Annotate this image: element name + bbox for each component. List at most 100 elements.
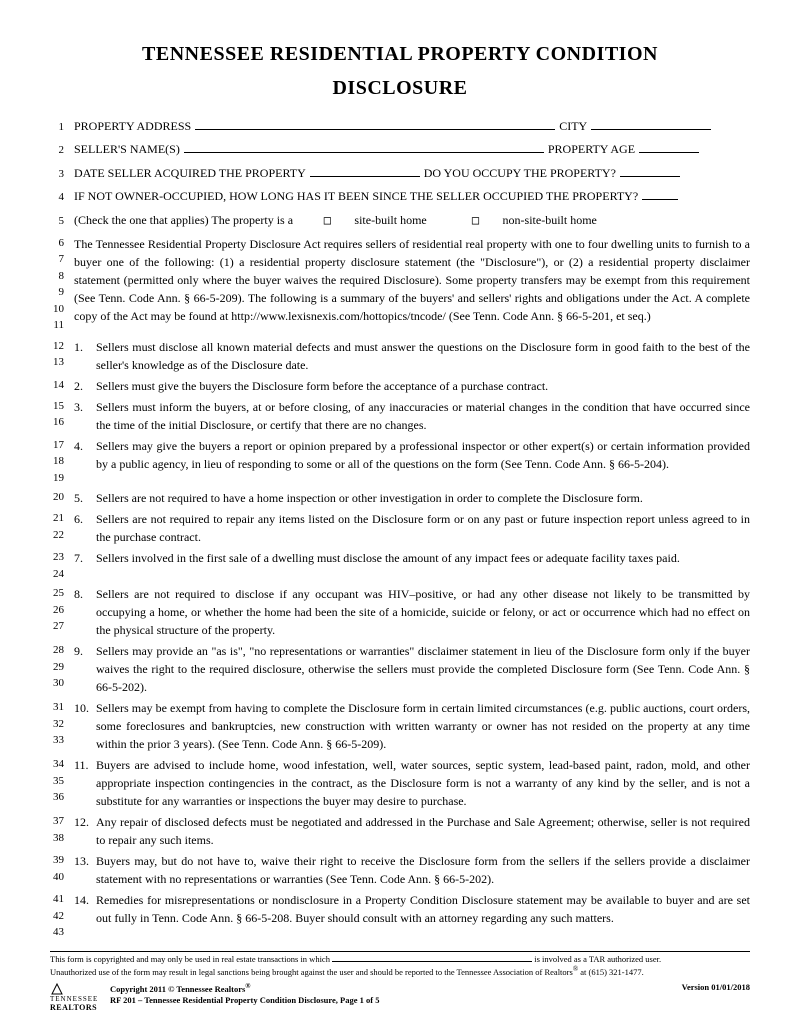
list-item: 15163.Sellers must inform the buyers, at… (50, 398, 750, 434)
list-text: Buyers may, but do not have to, waive th… (96, 852, 750, 888)
list-number: 10. (74, 699, 96, 753)
field-label: CITY (559, 118, 587, 135)
list-number: 4. (74, 437, 96, 487)
realtors-logo: TENNESSEE REALTORS (50, 982, 110, 1012)
line-numbers: 414243 (50, 891, 74, 941)
blank-field[interactable] (310, 165, 420, 177)
list-number: 8. (74, 585, 96, 639)
list-item: 41424314.Remedies for misrepresentations… (50, 891, 750, 941)
line-numbers: 2324 (50, 549, 74, 582)
list-item: 142.Sellers must give the buyers the Dis… (50, 377, 750, 395)
line-numbers: 20 (50, 489, 74, 507)
list-item: 21226.Sellers are not required to repair… (50, 510, 750, 546)
line-numbers: 2122 (50, 510, 74, 546)
line-numbers: 3940 (50, 852, 74, 888)
list-number: 9. (74, 642, 96, 696)
form-line-content: PROPERTY ADDRESS CITY (74, 118, 750, 135)
field-label: DO YOU OCCUPY THE PROPERTY? (424, 165, 616, 182)
form-line: 1PROPERTY ADDRESS CITY (50, 118, 750, 135)
list-text: Sellers must disclose all known material… (96, 338, 750, 374)
checkbox-prefix: (Check the one that applies) The propert… (74, 213, 293, 227)
field-label: PROPERTY AGE (548, 141, 635, 158)
line-number: 3 (50, 167, 74, 182)
blank-field[interactable] (620, 165, 680, 177)
field-label: IF NOT OWNER-OCCUPIED, HOW LONG HAS IT B… (74, 188, 638, 205)
document-title: TENNESSEE RESIDENTIAL PROPERTY CONDITION (50, 40, 750, 68)
form-line: 3DATE SELLER ACQUIRED THE PROPERTY DO YO… (50, 165, 750, 182)
line-number: 2 (50, 143, 74, 158)
list-text: Sellers may give the buyers a report or … (96, 437, 750, 487)
list-text: Any repair of disclosed defects must be … (96, 813, 750, 849)
line-numbers: 343536 (50, 756, 74, 810)
blank-field[interactable] (195, 118, 555, 130)
list-number: 7. (74, 549, 96, 582)
checkbox-line: 5 (Check the one that applies) The prope… (50, 212, 750, 229)
footer: This form is copyrighted and may only be… (50, 951, 750, 1012)
form-lines: 1PROPERTY ADDRESS CITY 2SELLER'S NAME(S)… (50, 118, 750, 206)
list-text: Sellers must give the buyers the Disclos… (96, 377, 750, 395)
blank-field[interactable] (642, 188, 678, 200)
list-item: 1718194.Sellers may give the buyers a re… (50, 437, 750, 487)
list-text: Sellers may provide an "as is", "no repr… (96, 642, 750, 696)
checkbox-opt2: non-site-built home (503, 213, 597, 227)
list-item: 12131.Sellers must disclose all known ma… (50, 338, 750, 374)
line-numbers: 252627 (50, 585, 74, 639)
list-number: 12. (74, 813, 96, 849)
checkbox-icon[interactable]: □ (302, 212, 345, 229)
list-text: Sellers involved in the first sale of a … (96, 549, 750, 582)
blank-field[interactable] (184, 141, 544, 153)
line-numbers: 1516 (50, 398, 74, 434)
field-label: SELLER'S NAME(S) (74, 141, 180, 158)
intro-paragraph: 67891011 The Tennessee Residential Prope… (50, 235, 750, 334)
form-line-content: SELLER'S NAME(S) PROPERTY AGE (74, 141, 750, 158)
line-numbers: 1213 (50, 338, 74, 374)
list-text: Sellers may be exempt from having to com… (96, 699, 750, 753)
line-numbers: 67891011 (50, 235, 74, 334)
blank-line[interactable] (332, 954, 532, 962)
checkbox-icon[interactable]: □ (436, 212, 494, 229)
list-text: Sellers must inform the buyers, at or be… (96, 398, 750, 434)
list-text: Remedies for misrepresentations or nondi… (96, 891, 750, 941)
numbered-list: 12131.Sellers must disclose all known ma… (50, 338, 750, 941)
list-text: Buyers are advised to include home, wood… (96, 756, 750, 810)
checkbox-opt1: site-built home (354, 213, 426, 227)
list-number: 11. (74, 756, 96, 810)
blank-field[interactable] (591, 118, 711, 130)
list-item: 2829309.Sellers may provide an "as is", … (50, 642, 750, 696)
footer-meta: Copyright 2011 © Tennessee Realtors® RF … (110, 982, 750, 1006)
list-item: 31323310.Sellers may be exempt from havi… (50, 699, 750, 753)
line-number: 5 (50, 214, 74, 229)
list-number: 6. (74, 510, 96, 546)
field-label: DATE SELLER ACQUIRED THE PROPERTY (74, 165, 306, 182)
line-number: 4 (50, 190, 74, 205)
list-text: Sellers are not required to disclose if … (96, 585, 750, 639)
form-line-content: IF NOT OWNER-OCCUPIED, HOW LONG HAS IT B… (74, 188, 750, 205)
list-item: 23247.Sellers involved in the first sale… (50, 549, 750, 582)
line-number: 1 (50, 120, 74, 135)
line-numbers: 14 (50, 377, 74, 395)
list-item: 2526278.Sellers are not required to disc… (50, 585, 750, 639)
list-number: 5. (74, 489, 96, 507)
list-item: 34353611.Buyers are advised to include h… (50, 756, 750, 810)
list-text: Sellers are not required to repair any i… (96, 510, 750, 546)
line-numbers: 282930 (50, 642, 74, 696)
list-item: 373812.Any repair of disclosed defects m… (50, 813, 750, 849)
line-numbers: 171819 (50, 437, 74, 487)
form-line: 4IF NOT OWNER-OCCUPIED, HOW LONG HAS IT … (50, 188, 750, 205)
list-number: 3. (74, 398, 96, 434)
field-label: PROPERTY ADDRESS (74, 118, 191, 135)
blank-field[interactable] (639, 141, 699, 153)
document-subtitle: DISCLOSURE (50, 74, 750, 102)
list-item: 205.Sellers are not required to have a h… (50, 489, 750, 507)
line-numbers: 313233 (50, 699, 74, 753)
list-item: 394013.Buyers may, but do not have to, w… (50, 852, 750, 888)
list-number: 13. (74, 852, 96, 888)
list-number: 14. (74, 891, 96, 941)
list-number: 1. (74, 338, 96, 374)
intro-text: The Tennessee Residential Property Discl… (74, 235, 750, 334)
footer-disclaimer: This form is copyrighted and may only be… (50, 954, 750, 978)
list-text: Sellers are not required to have a home … (96, 489, 750, 507)
list-number: 2. (74, 377, 96, 395)
line-numbers: 3738 (50, 813, 74, 849)
form-line: 2SELLER'S NAME(S) PROPERTY AGE (50, 141, 750, 158)
